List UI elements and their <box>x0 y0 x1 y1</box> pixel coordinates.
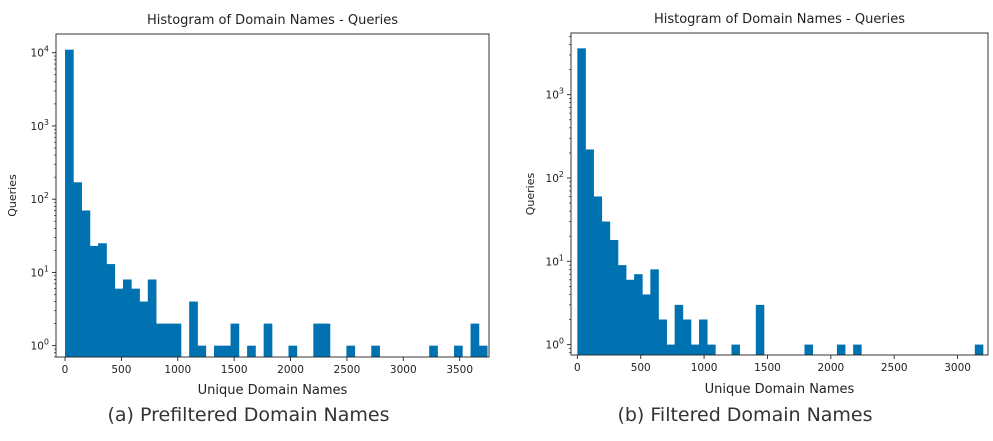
histogram-bar <box>89 245 99 357</box>
histogram-bar <box>313 323 322 357</box>
histogram-bar <box>731 344 740 355</box>
plot-frame <box>55 33 490 358</box>
histogram-bar <box>230 323 240 357</box>
x-tick-label: 2000 <box>817 362 844 374</box>
x-tick-label: 3000 <box>944 362 971 374</box>
histogram-bar <box>470 323 480 357</box>
x-tick-label: 0 <box>574 362 581 374</box>
x-axis-label: Unique Domain Names <box>198 383 348 398</box>
y-tick-label: 100 <box>31 338 49 353</box>
histogram-bar <box>577 48 586 355</box>
histogram-bar <box>699 319 708 355</box>
x-tick-label: 3000 <box>390 364 417 376</box>
y-axis-label: Queries <box>524 172 537 215</box>
histogram-panel-prefiltered: Histogram of Domain Names - Queries 0 500 1… <box>6 13 490 398</box>
chart-title: Histogram of Domain Names - Queries <box>147 13 398 28</box>
histogram-bar <box>122 279 132 357</box>
histogram-bar <box>593 196 603 355</box>
caption-prefiltered: (a) Prefiltered Domain Names <box>107 404 390 426</box>
histogram-bar <box>214 345 223 357</box>
x-tick-label: 3500 <box>446 364 473 376</box>
histogram-panel-filtered: Histogram of Domain Names - Queries 0 500 1… <box>497 0 993 441</box>
chart-title: Histogram of Domain Names - Queries <box>654 12 905 27</box>
histogram-bar <box>429 345 438 357</box>
histogram-bar <box>321 323 331 357</box>
x-tick-label: 2500 <box>334 364 361 376</box>
histogram-bar <box>617 265 627 355</box>
histogram-bar <box>690 344 700 355</box>
histogram-bar <box>666 344 676 355</box>
histogram-bar <box>247 345 256 357</box>
y-tick-label: 101 <box>546 253 564 268</box>
histogram-bar <box>288 345 298 357</box>
plot-frame <box>570 32 989 356</box>
y-tick-label: 102 <box>546 170 564 185</box>
bars <box>577 48 984 355</box>
chart-prefiltered: Histogram of Domain Names - Queries 0 500 1… <box>6 13 490 398</box>
histogram-bar <box>222 345 231 357</box>
histogram-bar <box>346 345 356 357</box>
histogram-bar <box>156 323 165 357</box>
histogram-bar <box>454 345 463 357</box>
histogram-bar <box>131 288 140 357</box>
y-tick-label: 103 <box>31 118 49 133</box>
histogram-bar <box>804 344 813 355</box>
x-tick-label: 1000 <box>164 364 191 376</box>
histogram-bar <box>682 319 692 355</box>
histogram-bar <box>674 304 684 355</box>
y-tick-label: 101 <box>31 264 49 279</box>
histogram-bar <box>601 221 611 355</box>
histogram-bar <box>98 243 107 357</box>
y-axis-label: Queries <box>6 174 19 217</box>
x-tick-label: 0 <box>62 364 69 376</box>
y-tick-label: 102 <box>31 191 49 206</box>
histogram-bar <box>189 301 198 357</box>
histogram-bar <box>585 149 594 355</box>
histogram-bar <box>626 279 635 355</box>
histogram-bar <box>836 344 846 355</box>
histogram-bar <box>263 323 273 357</box>
x-axis-label: Unique Domain Names <box>705 382 855 397</box>
histogram-bar <box>106 264 116 357</box>
histogram-bar <box>164 323 174 357</box>
histogram-bar <box>609 240 619 355</box>
histogram-bar <box>172 323 182 357</box>
histogram-bar <box>65 49 74 357</box>
histogram-bar <box>371 345 380 357</box>
x-axis: 0 500 1000 1500 2000 2500 3000 3500 <box>62 357 473 376</box>
x-tick-label: 1500 <box>754 362 781 374</box>
x-axis: 0 500 1000 1500 2000 2500 3000 <box>574 355 971 374</box>
histogram-bar <box>642 294 651 355</box>
bars <box>65 49 488 357</box>
caption-filtered: (b) Filtered Domain Names <box>617 404 873 426</box>
histogram-bar <box>650 269 659 355</box>
histogram-bar <box>658 319 667 355</box>
histogram-bar <box>853 344 862 355</box>
x-tick-label: 1000 <box>691 362 718 374</box>
histogram-bar <box>974 344 984 355</box>
y-tick-label: 103 <box>546 87 564 102</box>
y-axis: 100 101 102 103 104 <box>31 45 56 358</box>
histogram-bar <box>139 301 149 357</box>
histogram-bar <box>73 182 82 357</box>
histogram-bar <box>81 210 91 357</box>
histogram-bar <box>707 344 716 355</box>
x-tick-label: 500 <box>631 362 651 374</box>
histogram-bar <box>114 288 124 357</box>
histogram-bar <box>478 345 488 357</box>
histogram-bar <box>197 345 207 357</box>
x-tick-label: 2000 <box>277 364 304 376</box>
y-axis: 100 101 102 103 <box>546 36 571 354</box>
histogram-bar <box>755 304 765 355</box>
histogram-bar <box>634 274 643 355</box>
x-tick-label: 500 <box>111 364 131 376</box>
y-tick-label: 104 <box>31 45 49 60</box>
x-tick-label: 1500 <box>221 364 248 376</box>
histogram-bar <box>147 279 157 357</box>
y-tick-label: 100 <box>546 337 564 352</box>
x-tick-label: 2500 <box>881 362 908 374</box>
chart-filtered: Histogram of Domain Names - Queries 0 500 1… <box>524 12 989 397</box>
